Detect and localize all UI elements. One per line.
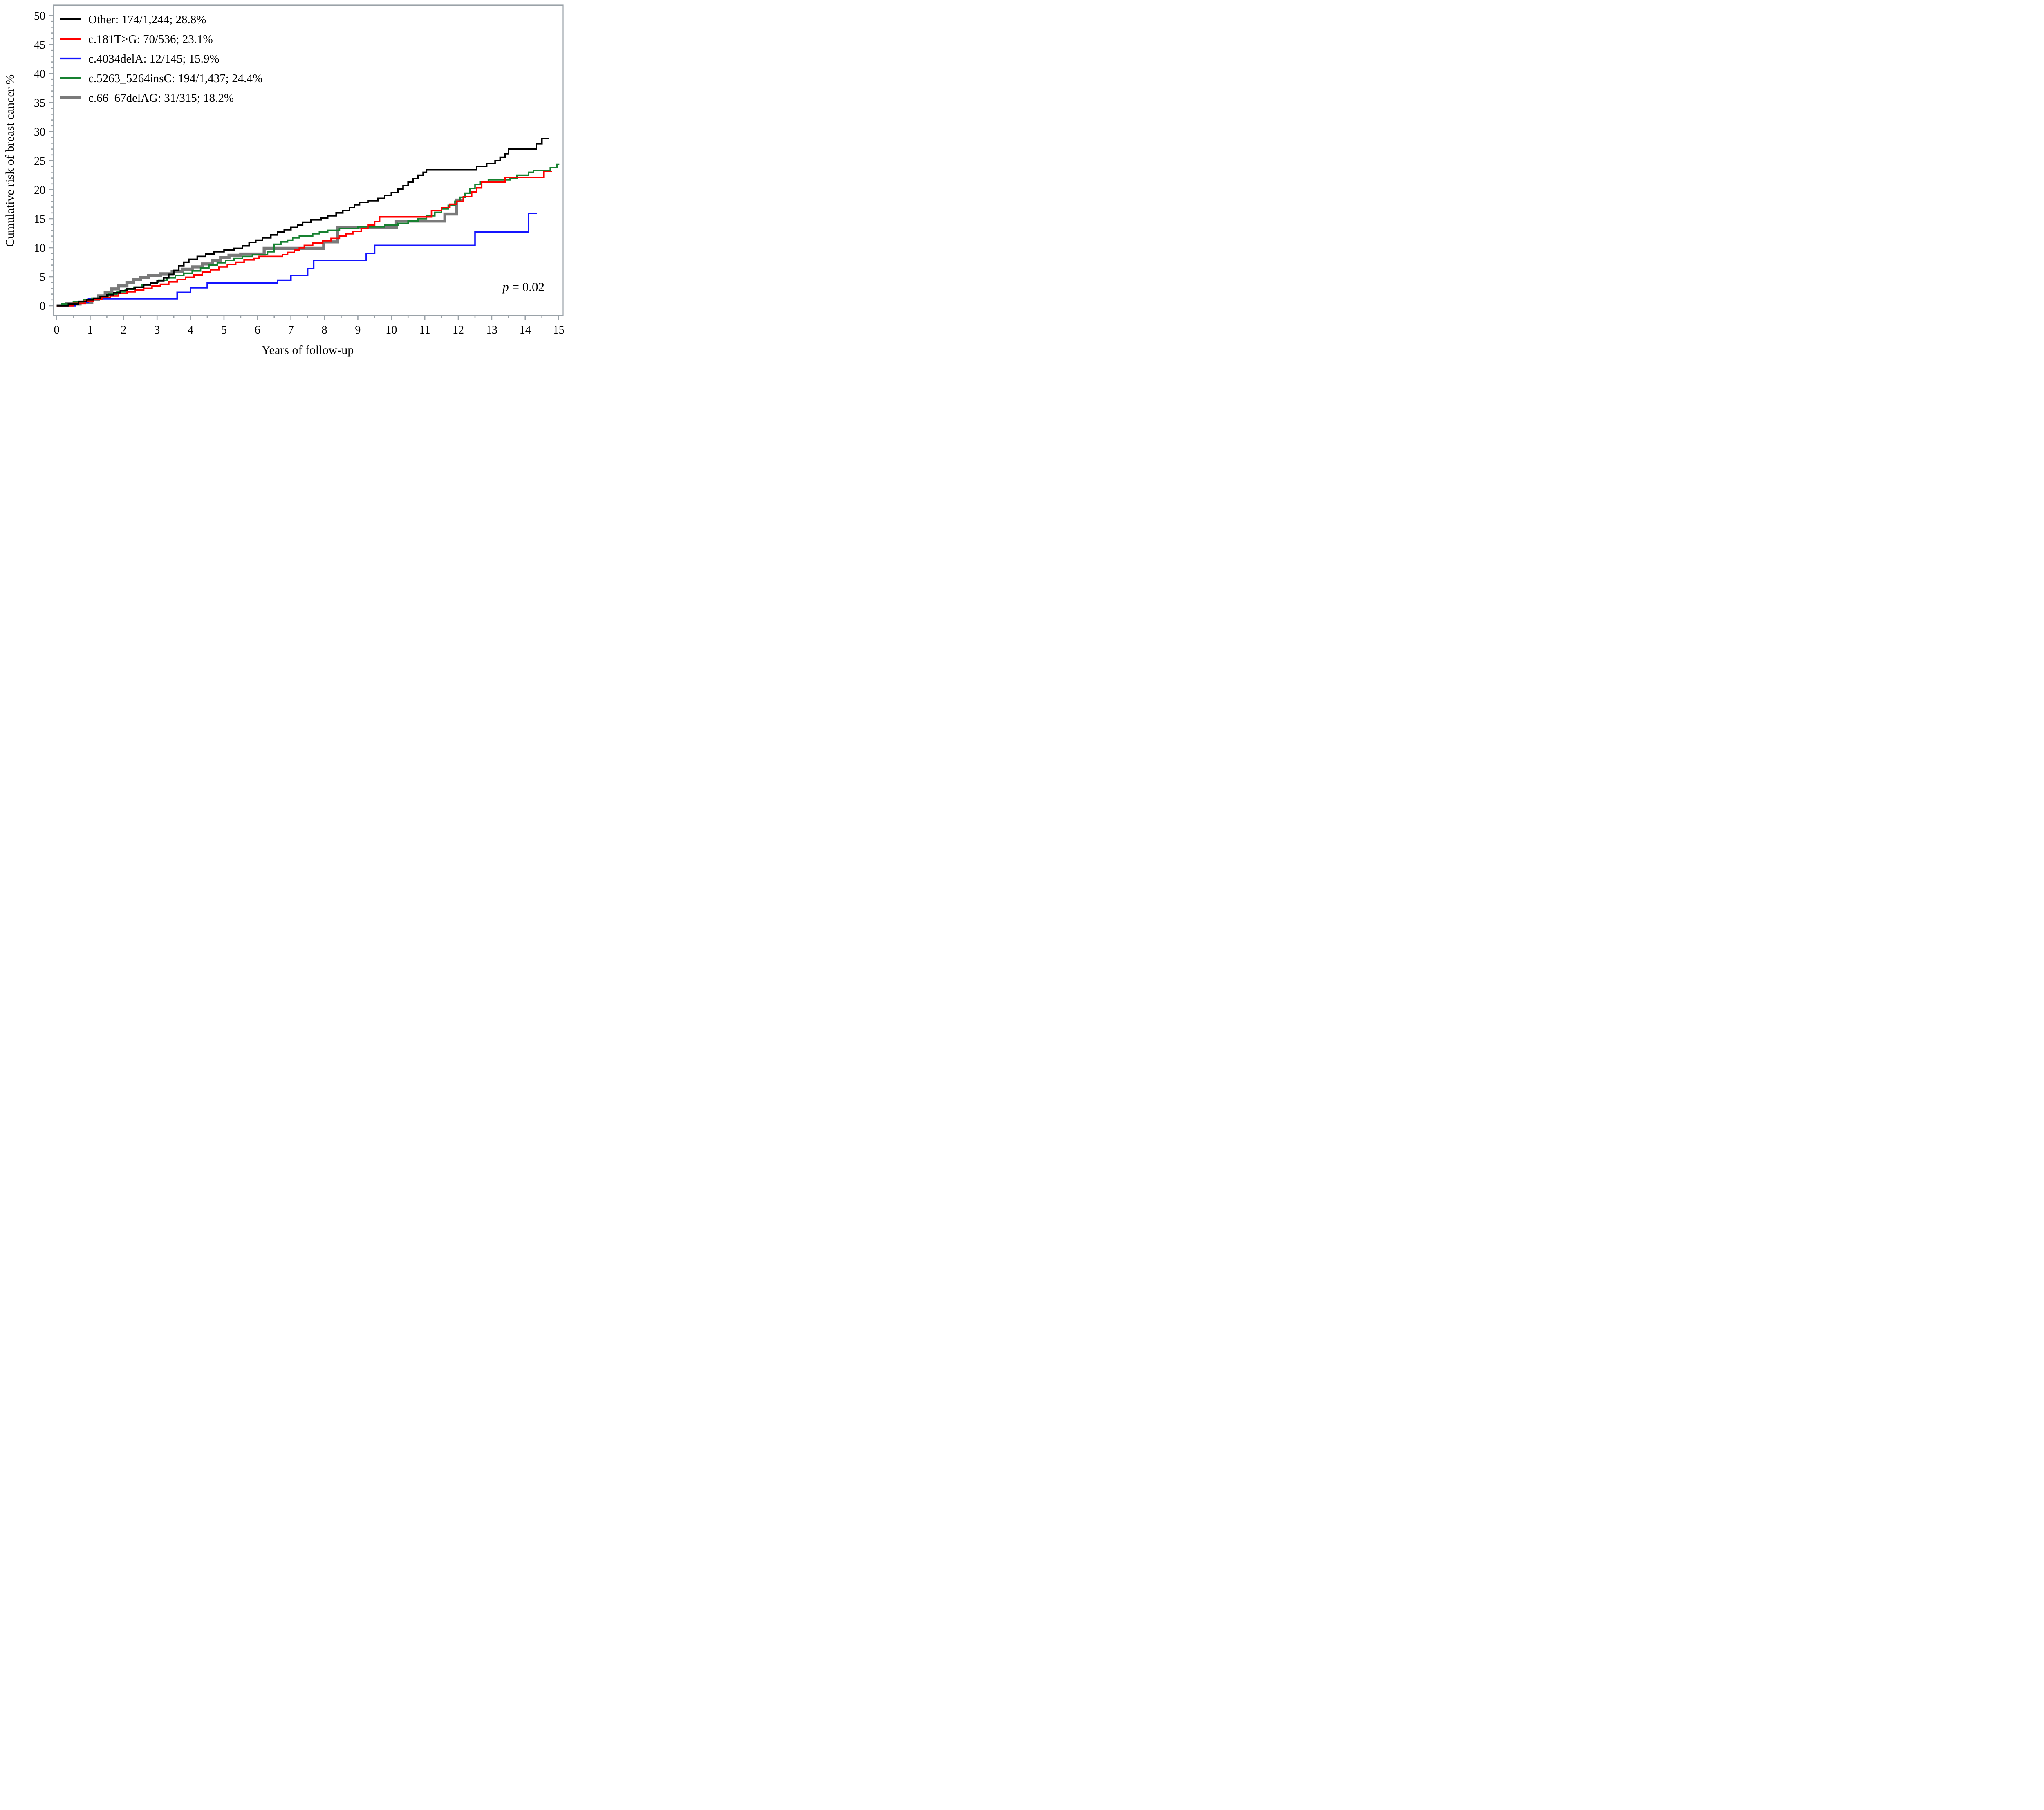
svg-text:6: 6	[255, 324, 260, 336]
legend-item-c5263insc: c.5263_5264insC: 194/1,437; 24.4%	[60, 72, 262, 85]
svg-text:1: 1	[87, 324, 93, 336]
legend-label-c181tg: c.181T>G: 70/536; 23.1%	[88, 33, 213, 46]
svg-text:0: 0	[40, 300, 45, 313]
legend-label-other: Other: 174/1,244; 28.8%	[88, 13, 206, 26]
legend-label-c66delag: c.66_67delAG: 31/315; 18.2%	[88, 92, 234, 105]
legend: Other: 174/1,244; 28.8% c.181T>G: 70/536;…	[60, 13, 262, 105]
series-lines	[56, 138, 560, 307]
p-value-annotation: p = 0.02	[502, 280, 545, 294]
svg-text:7: 7	[288, 324, 294, 336]
series-c181tg-line	[56, 171, 552, 307]
svg-text:13: 13	[486, 324, 498, 336]
km-chart: 0 1 2 3 4 5 6 7 8 9 10 11 12 13 14 15051015202530354045…	[3, 4, 565, 357]
legend-item-c181tg: c.181T>G: 70/536; 23.1%	[60, 33, 213, 46]
svg-text:4: 4	[188, 324, 193, 336]
svg-text:40: 40	[34, 68, 45, 81]
svg-text:25: 25	[34, 155, 45, 168]
legend-label-c4034dela: c.4034delA: 12/145; 15.9%	[88, 52, 220, 65]
svg-text:8: 8	[322, 324, 327, 336]
svg-text:0: 0	[54, 324, 60, 336]
legend-item-c4034dela: c.4034delA: 12/145; 15.9%	[60, 52, 220, 65]
svg-text:30: 30	[34, 126, 45, 139]
y-axis-tick-labels: 0 5 10 15 20 25 30 35 40 45 50	[34, 10, 45, 313]
svg-text:3: 3	[154, 324, 160, 336]
svg-text:2: 2	[121, 324, 126, 336]
svg-text:10: 10	[385, 324, 397, 336]
svg-text:15: 15	[553, 324, 565, 336]
svg-text:45: 45	[34, 39, 45, 52]
svg-text:20: 20	[34, 184, 45, 197]
svg-text:9: 9	[355, 324, 361, 336]
x-axis-tick-labels: 0 1 2 3 4 5 6 7 8 9 10 11 12 13 14 15	[54, 324, 565, 336]
svg-text:10: 10	[34, 242, 45, 255]
svg-text:5: 5	[221, 324, 227, 336]
series-other-line	[56, 138, 549, 307]
svg-text:15: 15	[34, 213, 45, 226]
svg-text:35: 35	[34, 97, 45, 110]
series-c5263insc-line	[56, 163, 560, 307]
svg-text:12: 12	[453, 324, 464, 336]
x-axis-ticks	[56, 316, 559, 320]
svg-text:5: 5	[40, 271, 45, 284]
km-cumulative-risk-figure: 0 1 2 3 4 5 6 7 8 9 10 11 12 13 14 15 0 5 10 15 20 25 30 35 40 45…	[0, 0, 569, 362]
y-axis-title: Cumulative risk of breast cancer %	[3, 74, 17, 247]
legend-label-c5263insc: c.5263_5264insC: 194/1,437; 24.4%	[88, 72, 262, 85]
x-axis-title: Years of follow-up	[262, 343, 354, 357]
series-c4034dela-line	[56, 213, 537, 307]
legend-item-c66delag: c.66_67delAG: 31/315; 18.2%	[60, 92, 234, 105]
svg-text:14: 14	[520, 324, 531, 336]
series-c66delag-line	[56, 198, 464, 307]
svg-text:11: 11	[419, 324, 430, 336]
y-axis-ticks	[49, 15, 54, 307]
legend-item-other: Other: 174/1,244; 28.8%	[60, 13, 206, 26]
svg-text:50: 50	[34, 10, 45, 22]
